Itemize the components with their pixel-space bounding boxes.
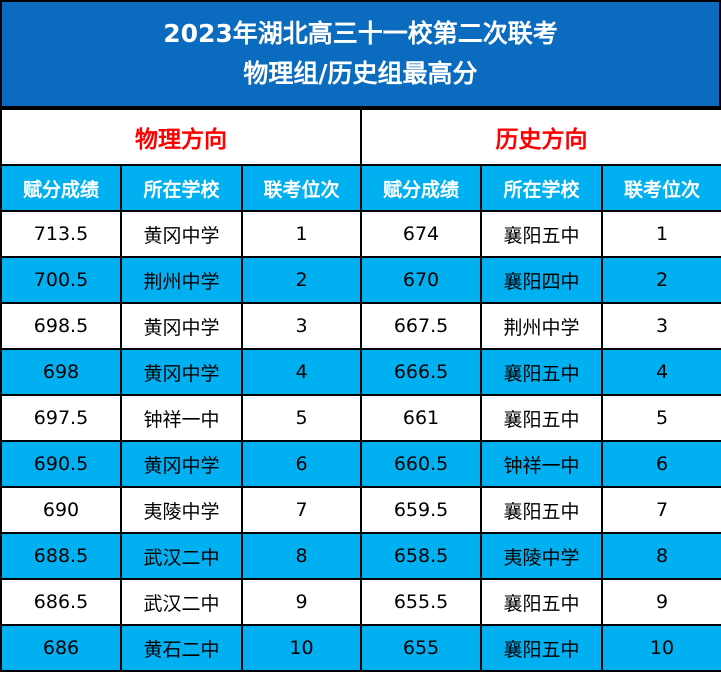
physics-rank-cell: 6 [240, 440, 363, 488]
history-school-cell: 荆州中学 [480, 302, 604, 350]
physics-score-cell: 698 [0, 348, 122, 396]
ranking-table-body: 物理方向 历史方向 赋分成绩 所在学校 联考位次 赋分成绩 所在学校 联考位次 … [0, 108, 721, 672]
table-row: 690.5 黄冈中学 6 660.5 钟祥一中 6 [0, 440, 721, 488]
col-header-history-school: 所在学校 [480, 164, 604, 212]
history-rank-cell: 4 [601, 348, 721, 396]
physics-rank-cell: 3 [240, 302, 363, 350]
table-row: 697.5 钟祥一中 5 661 襄阳五中 5 [0, 394, 721, 442]
section-header-row: 物理方向 历史方向 [0, 108, 721, 166]
table-row: 700.5 荆州中学 2 670 襄阳四中 2 [0, 256, 721, 304]
physics-score-cell: 688.5 [0, 532, 122, 580]
history-school-cell: 襄阳五中 [480, 624, 604, 672]
physics-score-cell: 713.5 [0, 210, 122, 258]
history-school-cell: 襄阳五中 [480, 486, 604, 534]
column-header-row: 赋分成绩 所在学校 联考位次 赋分成绩 所在学校 联考位次 [0, 164, 721, 212]
history-rank-cell: 1 [601, 210, 721, 258]
table-row: 698 黄冈中学 4 666.5 襄阳五中 4 [0, 348, 721, 396]
history-score-cell: 670 [360, 256, 483, 304]
table-row: 686 黄石二中 10 655 襄阳五中 10 [0, 624, 721, 672]
table-row: 698.5 黄冈中学 3 667.5 荆州中学 3 [0, 302, 721, 350]
physics-school-cell: 黄石二中 [120, 624, 243, 672]
physics-school-cell: 黄冈中学 [120, 302, 243, 350]
physics-score-cell: 686 [0, 624, 122, 672]
physics-score-cell: 697.5 [0, 394, 122, 442]
physics-school-cell: 钟祥一中 [120, 394, 243, 442]
title-line-1: 2023年湖北高三十一校第二次联考 [163, 19, 558, 48]
physics-rank-cell: 1 [240, 210, 363, 258]
history-school-cell: 襄阳五中 [480, 394, 604, 442]
table-row: 690 夷陵中学 7 659.5 襄阳五中 7 [0, 486, 721, 534]
history-score-cell: 661 [360, 394, 483, 442]
history-score-cell: 674 [360, 210, 483, 258]
history-section-title: 历史方向 [360, 108, 721, 166]
history-school-cell: 襄阳四中 [480, 256, 604, 304]
history-rank-cell: 2 [601, 256, 721, 304]
history-score-cell: 659.5 [360, 486, 483, 534]
physics-score-cell: 690 [0, 486, 122, 534]
history-school-cell: 襄阳五中 [480, 210, 604, 258]
history-school-cell: 襄阳五中 [480, 578, 604, 626]
title-line-2: 物理组/历史组最高分 [243, 59, 478, 88]
physics-rank-cell: 4 [240, 348, 363, 396]
history-school-cell: 夷陵中学 [480, 532, 604, 580]
table-row: 713.5 黄冈中学 1 674 襄阳五中 1 [0, 210, 721, 258]
history-score-cell: 666.5 [360, 348, 483, 396]
history-rank-cell: 10 [601, 624, 721, 672]
history-rank-cell: 6 [601, 440, 721, 488]
physics-score-cell: 700.5 [0, 256, 122, 304]
col-header-physics-school: 所在学校 [120, 164, 243, 212]
history-rank-cell: 3 [601, 302, 721, 350]
physics-rank-cell: 10 [240, 624, 363, 672]
physics-school-cell: 武汉二中 [120, 532, 243, 580]
history-rank-cell: 8 [601, 532, 721, 580]
col-header-physics-rank: 联考位次 [240, 164, 363, 212]
history-rank-cell: 7 [601, 486, 721, 534]
col-header-physics-score: 赋分成绩 [0, 164, 122, 212]
history-score-cell: 660.5 [360, 440, 483, 488]
physics-school-cell: 黄冈中学 [120, 348, 243, 396]
history-score-cell: 655.5 [360, 578, 483, 626]
title-banner: 2023年湖北高三十一校第二次联考 物理组/历史组最高分 [0, 0, 721, 108]
history-school-cell: 钟祥一中 [480, 440, 604, 488]
physics-school-cell: 武汉二中 [120, 578, 243, 626]
physics-school-cell: 荆州中学 [120, 256, 243, 304]
history-rank-cell: 5 [601, 394, 721, 442]
physics-rank-cell: 7 [240, 486, 363, 534]
physics-rank-cell: 2 [240, 256, 363, 304]
physics-score-cell: 686.5 [0, 578, 122, 626]
table-row: 688.5 武汉二中 8 658.5 夷陵中学 8 [0, 532, 721, 580]
physics-section-title: 物理方向 [0, 108, 363, 166]
history-score-cell: 658.5 [360, 532, 483, 580]
history-score-cell: 667.5 [360, 302, 483, 350]
col-header-history-rank: 联考位次 [601, 164, 721, 212]
history-school-cell: 襄阳五中 [480, 348, 604, 396]
physics-rank-cell: 8 [240, 532, 363, 580]
col-header-history-score: 赋分成绩 [360, 164, 483, 212]
table-row: 686.5 武汉二中 9 655.5 襄阳五中 9 [0, 578, 721, 626]
physics-school-cell: 夷陵中学 [120, 486, 243, 534]
ranking-table: 物理方向 历史方向 赋分成绩 所在学校 联考位次 赋分成绩 所在学校 联考位次 … [0, 108, 721, 672]
physics-rank-cell: 9 [240, 578, 363, 626]
physics-score-cell: 690.5 [0, 440, 122, 488]
physics-school-cell: 黄冈中学 [120, 210, 243, 258]
history-score-cell: 655 [360, 624, 483, 672]
history-rank-cell: 9 [601, 578, 721, 626]
physics-score-cell: 698.5 [0, 302, 122, 350]
physics-school-cell: 黄冈中学 [120, 440, 243, 488]
physics-rank-cell: 5 [240, 394, 363, 442]
